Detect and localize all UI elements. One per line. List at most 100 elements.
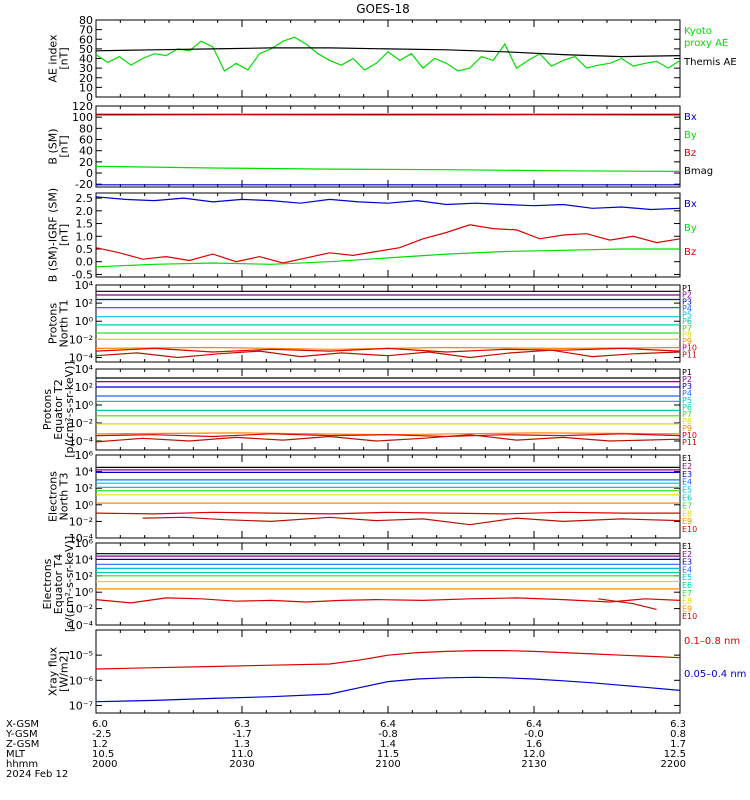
- channel-label: E7: [682, 501, 692, 510]
- y-tick-label: 10⁴: [75, 466, 94, 479]
- x-axis-value: -0.8: [378, 729, 398, 740]
- channel-label: P11: [682, 438, 697, 447]
- x-axis-value: 12.0: [523, 749, 545, 760]
- channel-label: P9: [682, 424, 692, 433]
- y-tick-label: 30: [79, 62, 93, 75]
- channel-label: P1: [682, 368, 692, 377]
- x-axis-row-label: X-GSM: [6, 719, 39, 730]
- legend-entry: 0.05–0.4 nm: [684, 669, 746, 680]
- panel-3: -0.50.00.51.01.52.02.5 B (SM)-IGRF (SM)[n…: [47, 188, 697, 282]
- channel-label: E6: [682, 494, 692, 503]
- y-axis-label: [W/m2]: [58, 651, 71, 692]
- channel-label: E4: [682, 565, 692, 574]
- y-tick-label: 10⁻⁷: [69, 699, 93, 712]
- channel-label: E8: [682, 597, 692, 606]
- y-tick-label: 2.0: [76, 205, 94, 218]
- y-tick-label: 10: [79, 81, 93, 94]
- channel-label: E4: [682, 478, 692, 487]
- x-axis-value: 1.3: [234, 739, 250, 750]
- channel-label: P10: [682, 344, 697, 353]
- y-tick-label: 2.5: [76, 192, 94, 205]
- x-axis-row-label: hhmm: [6, 759, 38, 770]
- x-axis-value: 0.8: [670, 729, 686, 740]
- channel-label: E10: [682, 525, 697, 534]
- channel-label: P7: [682, 410, 692, 419]
- y-tick-label: 40: [79, 145, 93, 158]
- panel-frame: [95, 19, 681, 98]
- channel-label: P2: [682, 291, 692, 300]
- legend-entry: proxy AE: [684, 38, 728, 49]
- y-tick-label: 10⁰: [75, 399, 94, 412]
- x-axis-value: 1.6: [526, 739, 542, 750]
- chart-title: GOES-18: [356, 2, 410, 16]
- y-tick-label: 10²: [75, 297, 93, 310]
- y-axis-label: Equator T2: [52, 379, 65, 439]
- series-kyoto-proxy-ae: [95, 36, 681, 72]
- channel-label: E6: [682, 581, 692, 590]
- y-tick-label: 10⁻²: [69, 515, 93, 528]
- y-axis-label: Protons: [41, 389, 54, 430]
- x-axis-value: 6.3: [670, 719, 686, 730]
- series-e10-tail: [142, 516, 681, 526]
- channel-label: E1: [682, 454, 692, 463]
- x-axis-value: -0.0: [524, 729, 544, 740]
- panel-frame: [95, 542, 681, 626]
- y-tick-label: 120: [72, 100, 93, 113]
- y-tick-label: 10⁻⁴: [69, 532, 94, 545]
- legend-entry: Kyoto: [684, 26, 712, 37]
- x-axis-row-label: Y-GSM: [5, 729, 38, 740]
- y-tick-label: 10⁻⁶: [69, 674, 94, 687]
- x-axis-value: 2000: [92, 759, 117, 770]
- y-axis-label: Equator T4: [52, 554, 65, 614]
- channel-label: P5: [682, 311, 692, 320]
- x-axis-value: 6.0: [92, 719, 108, 730]
- x-axis-value: 6.3: [234, 719, 250, 730]
- channel-label: P1: [682, 284, 692, 293]
- y-tick-label: 100: [72, 111, 93, 124]
- y-tick-label: 10²: [75, 570, 93, 583]
- y-axis-label: North T1: [58, 300, 71, 348]
- series-p10: [95, 347, 681, 353]
- series-bz: [95, 224, 681, 264]
- y-tick-label: 60: [79, 33, 93, 46]
- series-themis-ae: [95, 47, 681, 58]
- series-by: [95, 248, 680, 268]
- channel-label: P4: [682, 389, 692, 398]
- y-tick-label: 10⁶: [75, 537, 94, 550]
- y-axis-label: North T3: [58, 473, 71, 521]
- y-tick-label: 10⁻⁴: [69, 435, 94, 448]
- y-tick-label: 0: [86, 91, 93, 104]
- series-p11: [95, 434, 681, 443]
- y-axis-label: [nT]: [58, 135, 71, 157]
- legend-entry: 0.1–0.8 nm: [684, 636, 740, 647]
- y-axis-label: [nT]: [58, 47, 71, 69]
- channel-label: P2: [682, 375, 692, 384]
- y-axis-label: AE index: [47, 34, 60, 83]
- y-tick-label: 1.0: [76, 230, 94, 243]
- x-axis-row-label: MLT: [6, 749, 26, 760]
- y-tick-label: 10⁶: [75, 449, 94, 462]
- y-tick-label: 0.0: [76, 256, 94, 269]
- y-axis-label: Xray flux: [47, 646, 60, 696]
- y-tick-label: 70: [79, 24, 93, 37]
- channel-label: P9: [682, 337, 692, 346]
- y-tick-label: 10²: [75, 482, 93, 495]
- series-e10-tail: [598, 598, 657, 610]
- y-tick-label: 60: [79, 134, 93, 147]
- series-e10: [95, 597, 681, 604]
- channel-label: P10: [682, 431, 697, 440]
- channel-label: P6: [682, 403, 692, 412]
- y-axis-label: B (SM): [47, 128, 60, 164]
- y-tick-label: 80: [79, 14, 93, 27]
- channel-label: E3: [682, 558, 692, 567]
- x-axis-value: 2100: [375, 759, 400, 770]
- y-axis-label: Electrons: [47, 471, 60, 522]
- series-e10: [95, 511, 680, 515]
